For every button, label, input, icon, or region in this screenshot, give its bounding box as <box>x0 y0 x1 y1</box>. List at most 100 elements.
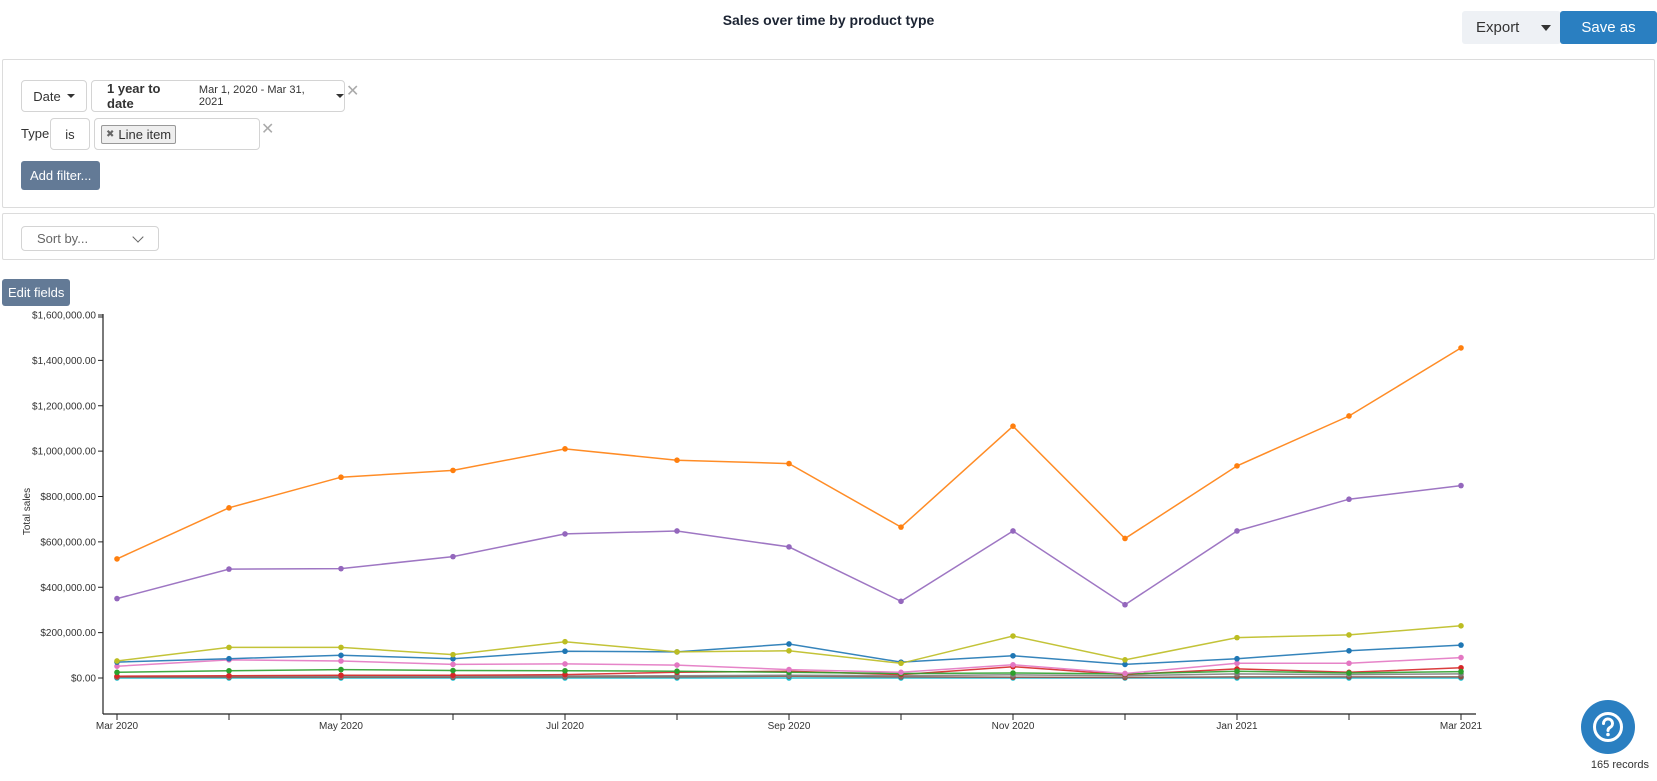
data-point[interactable] <box>338 652 344 659</box>
edit-fields-button[interactable]: Edit fields <box>2 279 71 306</box>
data-point[interactable] <box>1234 660 1240 667</box>
data-point[interactable] <box>1346 496 1352 503</box>
data-point[interactable] <box>114 663 120 670</box>
data-point[interactable] <box>674 457 680 464</box>
data-point[interactable] <box>114 658 120 664</box>
data-point[interactable] <box>674 668 680 674</box>
data-point[interactable] <box>674 528 680 534</box>
data-point[interactable] <box>1234 528 1240 534</box>
date-field-label: Date <box>33 88 61 104</box>
data-point[interactable] <box>338 474 344 481</box>
data-point[interactable] <box>1010 528 1016 534</box>
data-point[interactable] <box>450 667 456 674</box>
data-point[interactable] <box>674 662 680 668</box>
data-point[interactable] <box>1458 664 1464 671</box>
y-tick-label: $1,400,000.00 <box>32 356 96 367</box>
data-point[interactable] <box>226 566 232 572</box>
data-point[interactable] <box>786 544 792 550</box>
data-point[interactable] <box>1122 670 1128 677</box>
data-point[interactable] <box>898 524 904 530</box>
x-tick-label: Mar 2021 <box>1440 721 1483 732</box>
type-operator-select[interactable]: is <box>50 118 90 150</box>
data-point[interactable] <box>1458 482 1464 489</box>
data-point[interactable] <box>1346 632 1352 638</box>
help-button[interactable] <box>1581 700 1635 754</box>
data-point[interactable] <box>450 467 456 474</box>
data-point[interactable] <box>898 598 904 605</box>
data-point[interactable] <box>1010 652 1016 659</box>
data-point[interactable] <box>1346 413 1352 419</box>
data-point[interactable] <box>114 673 120 679</box>
data-point[interactable] <box>1122 657 1128 663</box>
data-point[interactable] <box>338 658 344 664</box>
data-point[interactable] <box>450 661 456 668</box>
data-point[interactable] <box>1458 623 1464 629</box>
data-point[interactable] <box>114 595 120 602</box>
remove-chip-icon[interactable]: ✖ <box>106 128 115 140</box>
data-point[interactable] <box>450 651 456 658</box>
data-point[interactable] <box>338 644 344 651</box>
export-button-group[interactable]: Export <box>1462 11 1562 44</box>
data-point[interactable] <box>226 672 232 679</box>
data-point[interactable] <box>1010 670 1016 676</box>
data-point[interactable] <box>114 669 120 676</box>
x-tick-label: Sep 2020 <box>768 721 811 732</box>
data-point[interactable] <box>898 660 904 667</box>
data-point[interactable] <box>674 649 680 655</box>
sort-panel: Sort by... <box>2 213 1655 260</box>
date-range-select[interactable]: 1 year to date Mar 1, 2020 - Mar 31, 202… <box>91 80 345 112</box>
add-filter-button[interactable]: Add filter... <box>21 161 101 190</box>
data-point[interactable] <box>338 565 344 572</box>
data-point[interactable] <box>1346 647 1352 654</box>
export-dropdown-toggle[interactable] <box>1531 11 1561 44</box>
data-point[interactable] <box>562 446 568 452</box>
data-point[interactable] <box>226 667 232 674</box>
data-point[interactable] <box>786 641 792 647</box>
data-point[interactable] <box>450 553 456 560</box>
data-point[interactable] <box>786 666 792 673</box>
data-point[interactable] <box>338 672 344 679</box>
data-point[interactable] <box>450 655 456 662</box>
data-point[interactable] <box>450 672 456 679</box>
data-point[interactable] <box>1346 670 1352 676</box>
data-point[interactable] <box>114 556 120 562</box>
data-point[interactable] <box>562 667 568 674</box>
data-point[interactable] <box>1458 654 1464 661</box>
data-point[interactable] <box>1122 535 1128 542</box>
remove-date-filter-icon[interactable]: ✕ <box>346 83 360 100</box>
data-point[interactable] <box>1234 463 1240 469</box>
export-button[interactable]: Export <box>1462 11 1531 44</box>
data-point[interactable] <box>1010 423 1016 429</box>
data-point[interactable] <box>898 669 904 676</box>
data-point[interactable] <box>786 647 792 654</box>
data-point[interactable] <box>1010 633 1016 639</box>
data-point[interactable] <box>786 460 792 467</box>
sort-by-select[interactable]: Sort by... <box>21 226 159 251</box>
data-point[interactable] <box>1234 655 1240 662</box>
data-point[interactable] <box>1122 661 1128 668</box>
y-tick-label: $800,000.00 <box>40 492 96 503</box>
data-point[interactable] <box>1010 662 1016 668</box>
data-point[interactable] <box>338 666 344 673</box>
data-point[interactable] <box>1234 668 1240 674</box>
type-value-input[interactable]: ✖ Line item <box>94 118 260 150</box>
data-point[interactable] <box>1122 601 1128 608</box>
data-point[interactable] <box>562 661 568 667</box>
remove-type-filter-icon[interactable]: ✕ <box>261 121 275 138</box>
data-point[interactable] <box>1346 660 1352 667</box>
data-point[interactable] <box>1458 642 1464 648</box>
series-line <box>114 623 1464 667</box>
data-point[interactable] <box>1234 634 1240 641</box>
data-point[interactable] <box>226 655 232 662</box>
data-point[interactable] <box>562 671 568 678</box>
data-point[interactable] <box>562 531 568 537</box>
save-as-button[interactable]: Save as <box>1560 11 1657 44</box>
data-point[interactable] <box>562 648 568 655</box>
date-field-select[interactable]: Date <box>21 80 87 112</box>
data-point[interactable] <box>226 505 232 511</box>
data-point[interactable] <box>1458 345 1464 351</box>
data-point[interactable] <box>226 644 232 651</box>
data-point[interactable] <box>562 638 568 645</box>
data-point[interactable] <box>1458 668 1464 675</box>
